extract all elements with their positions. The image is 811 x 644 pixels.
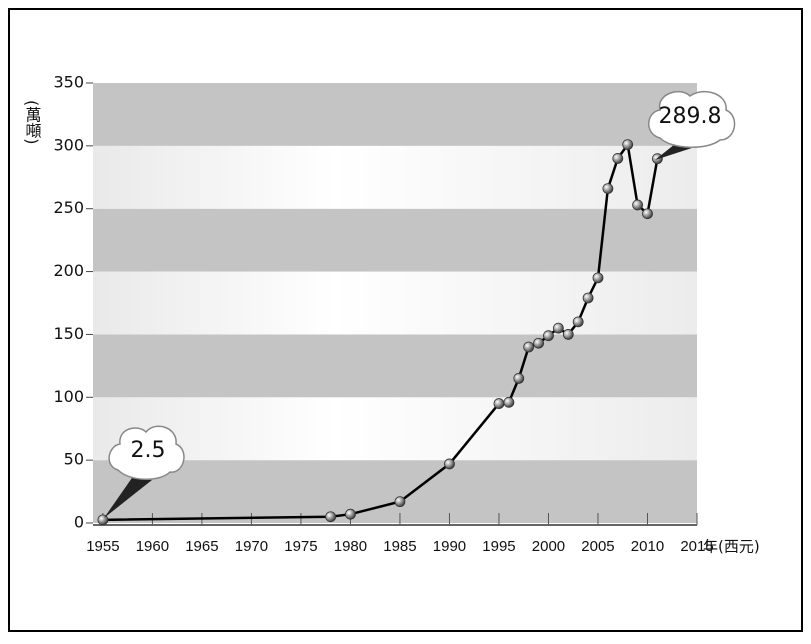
band (93, 397, 697, 461)
y-tick-label: 0 (74, 513, 84, 532)
marker (533, 337, 544, 349)
marker (543, 330, 554, 342)
x-tick-label: 1970 (235, 538, 268, 555)
band (93, 145, 697, 209)
x-tick-label: 2010 (631, 538, 664, 555)
marker (503, 396, 515, 408)
marker (582, 292, 594, 304)
marker (345, 508, 356, 520)
y-tick-label: 350 (53, 73, 84, 92)
y-tick-label: 200 (53, 261, 84, 280)
marker (523, 341, 535, 353)
marker (97, 514, 109, 526)
marker (444, 458, 455, 470)
x-tick-label: 1975 (284, 538, 317, 555)
marker (612, 153, 624, 164)
y-tick-label: 300 (53, 135, 84, 154)
marker (562, 329, 574, 340)
x-axis-label: 年(西元) (703, 538, 760, 556)
marker (572, 316, 584, 328)
band (93, 83, 697, 146)
band (93, 334, 697, 398)
band (93, 208, 697, 272)
x-tick-label: 1995 (482, 538, 515, 555)
y-tick-label: 250 (53, 198, 84, 217)
marker (602, 183, 614, 195)
x-tick-label: 2005 (581, 538, 614, 555)
plot-area (93, 83, 697, 523)
marker (493, 398, 505, 409)
x-tick-label: 2000 (532, 538, 565, 555)
x-tick-label: 2015 (680, 538, 713, 555)
marker (642, 208, 653, 220)
x-tick-label: 1985 (383, 538, 416, 555)
band (93, 271, 697, 335)
callout-left: 2.5 (104, 425, 185, 518)
x-tick-label: 1960 (136, 538, 169, 555)
marker (622, 139, 634, 151)
marker (592, 272, 604, 284)
y-tick-label: 50 (64, 450, 84, 469)
marker (513, 373, 525, 384)
marker (325, 511, 337, 523)
annotation: 289.8 (659, 104, 722, 129)
annotation: 2.5 (131, 438, 166, 463)
marker (632, 199, 643, 211)
callout-right: 289.8 (648, 90, 736, 160)
marker (552, 322, 564, 334)
y-axis-label: (萬噸) (23, 100, 42, 144)
y-tick-label: 150 (53, 324, 84, 343)
marker (394, 496, 406, 508)
x-tick-label: 1955 (86, 538, 119, 555)
x-tick-label: 1980 (334, 538, 367, 555)
line (102, 141, 659, 522)
x-tick-label: 1965 (185, 538, 218, 555)
x-tick-label: 1990 (433, 538, 466, 555)
band (93, 460, 697, 523)
y-tick-label: 100 (53, 387, 84, 406)
